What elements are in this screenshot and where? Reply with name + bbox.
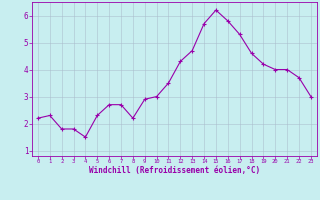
X-axis label: Windchill (Refroidissement éolien,°C): Windchill (Refroidissement éolien,°C) xyxy=(89,166,260,175)
